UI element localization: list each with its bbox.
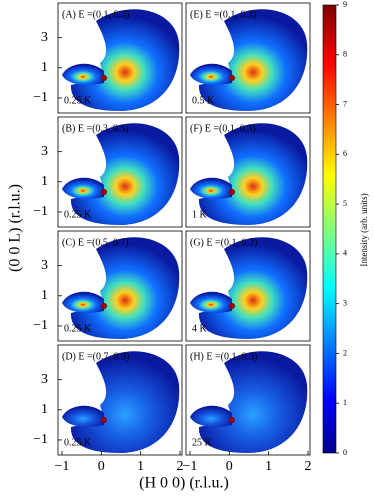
y-tick-label: −1 (33, 90, 48, 105)
panel: (F) E =(0.1, 0.3) 1 K (185, 116, 311, 228)
panel-temperature: 0.25 K (64, 437, 92, 448)
y-tick-label: 3 (41, 258, 48, 273)
bragg-spot (101, 189, 107, 195)
colorbar-tick-label: 9 (343, 0, 347, 9)
panel-title: (B) E =(0.3, 0.5) (62, 123, 129, 134)
x-tick-label: 0 (226, 459, 233, 474)
colorbar-tick-label: 4 (343, 249, 347, 258)
panel: (C) E =(0.5, 0.7) 0.25 K −1 1 3 (33, 230, 183, 342)
intensity-lobe (62, 63, 104, 85)
intensity-map (70, 237, 180, 339)
colorbar-tick-label: 2 (343, 348, 347, 357)
panel-temperature: 0.25 K (64, 323, 92, 334)
colorbar-tick-label: 1 (343, 398, 347, 407)
panel-title: (G) E =(0.1, 0.3) (190, 237, 257, 248)
panel-temperature: 0.5 K (192, 95, 215, 106)
bragg-spot (229, 75, 235, 81)
bragg-spot (101, 417, 107, 423)
y-tick-label: 3 (41, 144, 48, 159)
intensity-map (198, 351, 308, 453)
colorbar-tick-label: 5 (343, 199, 347, 208)
x-tick-label: 0 (98, 459, 105, 474)
panel: (E) E =(0.1, 0.3) 0.5 K (185, 2, 311, 114)
panel-temperature: 1 K (192, 209, 208, 220)
intensity-lobe (62, 405, 104, 427)
panel: (G) E =(0.1, 0.3) 4 K (185, 230, 311, 342)
panel-temperature: 4 K (192, 323, 208, 334)
bragg-spot (101, 75, 107, 81)
y-tick-label: 1 (41, 288, 48, 303)
y-tick-label: −1 (33, 318, 48, 333)
intensity-map (70, 123, 180, 225)
panel: (A) E =(0.1, 0.3) 0.25 K −1 1 3 (33, 2, 183, 114)
colorbar-tick-label: 6 (343, 149, 347, 158)
intensity-lobe (62, 291, 104, 313)
colorbar-label: Intensity (arb. units) (359, 193, 369, 266)
colorbar-tick-label: 8 (343, 50, 347, 59)
y-tick-label: 1 (41, 174, 48, 189)
panel-temperature: 0.25 K (64, 209, 92, 220)
panel-title: (E) E =(0.1, 0.3) (190, 9, 256, 20)
x-tick-label: −1 (182, 459, 197, 474)
x-tick-label: 2 (305, 459, 312, 474)
intensity-lobe (190, 63, 232, 85)
y-tick-label: −1 (33, 204, 48, 219)
panel: (D) E =(0.7, 0.9) 0.25 K −1 1 3 −1 0 1 2 (33, 344, 184, 474)
panel-temperature: 25 K (192, 437, 213, 448)
colorbar-tick-label: 7 (343, 99, 347, 108)
panel-title: (C) E =(0.5, 0.7) (62, 237, 129, 248)
x-tick-label: 2 (177, 459, 184, 474)
intensity-map (70, 351, 180, 453)
intensity-map (70, 9, 180, 112)
intensity-lobe (62, 177, 104, 199)
colorbar-tick-label: 3 (343, 298, 347, 307)
y-axis-label: (0 0 L) (r.l.u.) (7, 184, 24, 272)
bragg-spot (101, 303, 107, 309)
panel-title: (D) E =(0.7, 0.9) (62, 351, 129, 362)
colorbar (322, 4, 337, 454)
panel: (H) E =(0.1, 0.3) 25 K −1 0 1 2 (182, 344, 312, 474)
panel-title: (A) E =(0.1, 0.3) (62, 9, 129, 20)
intensity-map (198, 237, 308, 339)
panel-title: (F) E =(0.1, 0.3) (190, 123, 256, 134)
x-tick-label: 1 (137, 459, 144, 474)
intensity-map (198, 123, 308, 225)
bragg-spot (229, 417, 235, 423)
intensity-lobe (190, 405, 232, 427)
x-tick-label: −1 (54, 459, 69, 474)
x-axis-label: (H 0 0) (r.l.u.) (139, 475, 229, 492)
panel-title: (H) E =(0.1, 0.3) (190, 351, 257, 362)
y-tick-label: 1 (41, 402, 48, 417)
colorbar-tick-label: 0 (343, 448, 347, 457)
y-tick-label: 1 (41, 60, 48, 75)
panel-temperature: 0.25 K (64, 95, 92, 106)
intensity-lobe (190, 177, 232, 199)
intensity-map (198, 9, 308, 112)
bragg-spot (229, 303, 235, 309)
y-tick-label: 3 (41, 372, 48, 387)
y-tick-label: −1 (33, 432, 48, 447)
intensity-lobe (190, 291, 232, 313)
y-tick-label: 3 (41, 30, 48, 45)
panel: (B) E =(0.3, 0.5) 0.25 K −1 1 3 (33, 116, 183, 228)
bragg-spot (229, 189, 235, 195)
x-tick-label: 1 (265, 459, 272, 474)
